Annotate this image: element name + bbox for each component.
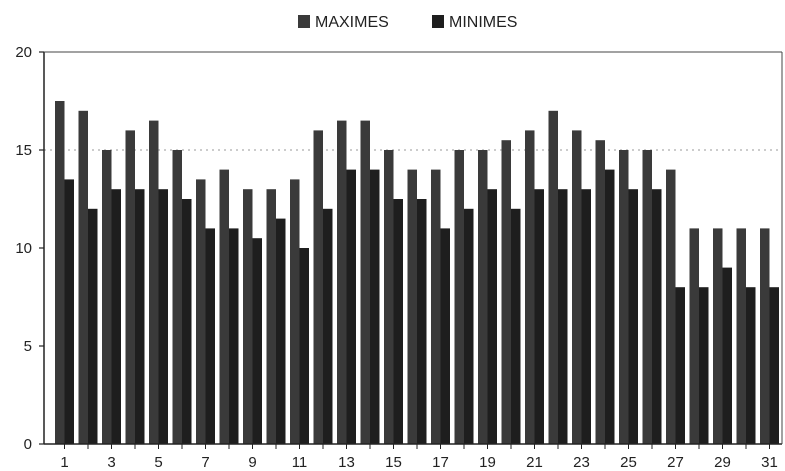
bar-maximes-day-8 (220, 170, 230, 444)
x-tick-label-3: 3 (107, 454, 115, 471)
x-tick-label-21: 21 (526, 454, 543, 471)
bar-maximes-day-10 (267, 189, 277, 444)
bar-maximes-day-6 (173, 150, 183, 444)
bar-minimes-day-23 (582, 189, 592, 444)
bar-maximes-day-16 (408, 170, 418, 444)
bar-maximes-day-4 (126, 130, 136, 444)
bar-minimes-day-15 (394, 199, 404, 444)
y-tick-label-5: 5 (24, 338, 32, 355)
bar-minimes-day-1 (65, 179, 75, 444)
bar-maximes-day-12 (314, 130, 324, 444)
bar-minimes-day-26 (652, 189, 662, 444)
legend-swatch-maximes (298, 15, 310, 28)
bar-minimes-day-7 (206, 228, 216, 444)
bar-maximes-day-26 (643, 150, 653, 444)
x-tick-label-25: 25 (620, 454, 637, 471)
x-tick-label-19: 19 (479, 454, 496, 471)
bar-minimes-day-2 (88, 209, 98, 444)
bar-minimes-day-12 (323, 209, 333, 444)
bar-minimes-day-6 (182, 199, 192, 444)
x-tick-label-31: 31 (761, 454, 778, 471)
bar-minimes-day-10 (276, 219, 286, 444)
bar-minimes-day-22 (558, 189, 568, 444)
bar-maximes-day-1 (55, 101, 65, 444)
bar-maximes-day-9 (243, 189, 253, 444)
bar-maximes-day-17 (431, 170, 441, 444)
x-axis-ticks: 1 3 5 7 9 11 13 15 17 19 21 23 25 27 29 31 (60, 444, 778, 471)
bar-minimes-day-8 (229, 228, 239, 444)
bar-maximes-day-24 (596, 140, 606, 444)
x-tick-label-7: 7 (201, 454, 209, 471)
bar-minimes-day-18 (464, 209, 474, 444)
bar-maximes-day-15 (384, 150, 394, 444)
bar-maximes-day-30 (737, 228, 747, 444)
bar-maximes-day-5 (149, 121, 159, 444)
bar-minimes-day-27 (676, 287, 686, 444)
legend: MAXIMES MINIMES (298, 14, 517, 31)
bar-minimes-day-17 (441, 228, 451, 444)
bar-minimes-day-19 (488, 189, 498, 444)
bar-minimes-day-13 (347, 170, 357, 444)
y-axis-ticks: 0 5 10 15 20 (15, 44, 44, 453)
bar-minimes-day-14 (370, 170, 380, 444)
bar-minimes-day-21 (535, 189, 545, 444)
bar-minimes-day-9 (253, 238, 263, 444)
y-tick-label-0: 0 (24, 436, 32, 453)
bar-maximes-day-27 (666, 170, 676, 444)
bar-maximes-day-2 (79, 111, 89, 444)
y-tick-label-20: 20 (15, 44, 32, 61)
legend-swatch-minimes (432, 15, 444, 28)
bar-minimes-day-24 (605, 170, 615, 444)
bars (55, 101, 779, 444)
bar-maximes-day-25 (619, 150, 629, 444)
bar-maximes-day-7 (196, 179, 206, 444)
bar-minimes-day-25 (629, 189, 639, 444)
x-tick-label-23: 23 (573, 454, 590, 471)
bar-minimes-day-29 (723, 268, 733, 444)
legend-label-maximes: MAXIMES (315, 14, 389, 31)
bar-maximes-day-28 (690, 228, 700, 444)
bar-minimes-day-3 (112, 189, 122, 444)
bar-maximes-day-18 (455, 150, 465, 444)
bar-maximes-day-3 (102, 150, 112, 444)
bar-maximes-day-14 (361, 121, 371, 444)
x-tick-label-27: 27 (667, 454, 684, 471)
bar-minimes-day-31 (770, 287, 780, 444)
x-tick-label-1: 1 (60, 454, 68, 471)
bar-maximes-day-22 (549, 111, 559, 444)
bar-minimes-day-5 (159, 189, 169, 444)
y-tick-label-10: 10 (15, 240, 32, 257)
bar-minimes-day-11 (300, 248, 310, 444)
bar-maximes-day-11 (290, 179, 300, 444)
x-tick-label-17: 17 (432, 454, 449, 471)
bar-minimes-day-28 (699, 287, 709, 444)
x-tick-label-9: 9 (248, 454, 256, 471)
x-tick-label-29: 29 (714, 454, 731, 471)
bar-minimes-day-4 (135, 189, 145, 444)
bar-maximes-day-20 (502, 140, 512, 444)
bar-maximes-day-13 (337, 121, 347, 444)
x-tick-label-13: 13 (338, 454, 355, 471)
bar-maximes-day-19 (478, 150, 488, 444)
x-tick-label-15: 15 (385, 454, 402, 471)
bar-minimes-day-30 (746, 287, 756, 444)
legend-label-minimes: MINIMES (449, 14, 517, 31)
y-tick-label-15: 15 (15, 142, 32, 159)
bar-minimes-day-16 (417, 199, 427, 444)
bar-maximes-day-31 (760, 228, 770, 444)
x-tick-label-11: 11 (292, 454, 308, 471)
bar-maximes-day-21 (525, 130, 535, 444)
bar-minimes-day-20 (511, 209, 521, 444)
bar-maximes-day-23 (572, 130, 582, 444)
bar-maximes-day-29 (713, 228, 723, 444)
x-tick-label-5: 5 (154, 454, 162, 471)
